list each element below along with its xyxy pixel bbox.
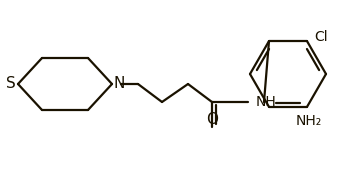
Text: O: O bbox=[206, 112, 218, 127]
Text: S: S bbox=[6, 76, 16, 92]
Text: N: N bbox=[113, 76, 125, 92]
Text: NH₂: NH₂ bbox=[296, 114, 322, 128]
Text: Cl: Cl bbox=[314, 30, 328, 44]
Text: NH: NH bbox=[256, 95, 277, 109]
